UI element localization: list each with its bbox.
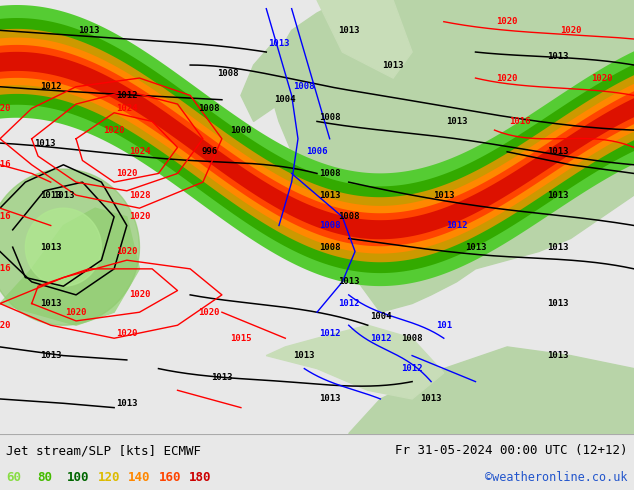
Polygon shape bbox=[349, 347, 634, 434]
Text: 140: 140 bbox=[128, 471, 150, 484]
Text: 1020: 1020 bbox=[103, 125, 125, 135]
Text: 1008: 1008 bbox=[319, 169, 340, 178]
Text: 1020: 1020 bbox=[129, 291, 150, 299]
Text: 1004: 1004 bbox=[275, 95, 296, 104]
Text: 1016: 1016 bbox=[509, 117, 531, 126]
Text: 1006: 1006 bbox=[306, 147, 328, 156]
Text: 1013: 1013 bbox=[420, 394, 442, 403]
Text: 1020: 1020 bbox=[116, 169, 138, 178]
Text: Jet stream/SLP [kts] ECMWF: Jet stream/SLP [kts] ECMWF bbox=[6, 444, 202, 457]
Text: 1024: 1024 bbox=[116, 104, 138, 113]
Text: 1020: 1020 bbox=[496, 17, 518, 26]
Text: 1008: 1008 bbox=[338, 212, 359, 221]
Text: 1013: 1013 bbox=[433, 191, 455, 199]
Text: 1013: 1013 bbox=[319, 394, 340, 403]
Text: 1008: 1008 bbox=[319, 113, 340, 122]
Text: 1013: 1013 bbox=[268, 39, 290, 48]
Text: 80: 80 bbox=[37, 471, 52, 484]
Text: 1013: 1013 bbox=[34, 139, 55, 147]
Text: 1008: 1008 bbox=[401, 334, 423, 343]
Text: 1020: 1020 bbox=[592, 74, 613, 82]
Text: 1013: 1013 bbox=[40, 191, 61, 199]
Text: 1013: 1013 bbox=[547, 243, 569, 252]
Text: 1020: 1020 bbox=[496, 74, 518, 82]
Text: 1008: 1008 bbox=[319, 243, 340, 252]
Text: 1016: 1016 bbox=[0, 160, 11, 169]
Text: 1016: 1016 bbox=[0, 265, 11, 273]
Text: 60: 60 bbox=[6, 471, 22, 484]
Text: 1020: 1020 bbox=[129, 212, 150, 221]
Text: 101: 101 bbox=[436, 321, 452, 330]
Text: 1013: 1013 bbox=[40, 351, 61, 360]
Text: 1008: 1008 bbox=[217, 69, 239, 78]
Text: 1020: 1020 bbox=[198, 308, 220, 317]
Text: 1004: 1004 bbox=[370, 312, 391, 321]
Text: 1012: 1012 bbox=[338, 299, 359, 308]
Text: 1013: 1013 bbox=[116, 399, 138, 408]
Text: Fr 31-05-2024 00:00 UTC (12+12): Fr 31-05-2024 00:00 UTC (12+12) bbox=[395, 444, 628, 457]
Text: 1013: 1013 bbox=[211, 373, 233, 382]
Text: 1012: 1012 bbox=[446, 221, 467, 230]
Text: 1000: 1000 bbox=[230, 125, 252, 135]
Polygon shape bbox=[266, 0, 634, 312]
Text: 1013: 1013 bbox=[338, 277, 359, 286]
Text: 1020: 1020 bbox=[116, 247, 138, 256]
Polygon shape bbox=[317, 0, 412, 78]
Text: 1012: 1012 bbox=[319, 329, 340, 339]
Polygon shape bbox=[0, 208, 139, 325]
Polygon shape bbox=[241, 44, 298, 122]
Text: 1013: 1013 bbox=[547, 147, 569, 156]
Text: 1012: 1012 bbox=[370, 334, 391, 343]
Text: 160: 160 bbox=[158, 471, 181, 484]
Text: 1013: 1013 bbox=[547, 299, 569, 308]
Text: 1012: 1012 bbox=[401, 364, 423, 373]
Text: 1024: 1024 bbox=[129, 147, 150, 156]
Text: 1013: 1013 bbox=[338, 26, 359, 35]
Text: 1016: 1016 bbox=[0, 212, 11, 221]
Text: 1013: 1013 bbox=[547, 52, 569, 61]
Text: 1015: 1015 bbox=[230, 334, 252, 343]
Text: 1008: 1008 bbox=[198, 104, 220, 113]
Text: 1013: 1013 bbox=[547, 351, 569, 360]
Text: 1013: 1013 bbox=[78, 26, 100, 35]
Text: 1013: 1013 bbox=[40, 243, 61, 252]
Text: 1028: 1028 bbox=[129, 191, 150, 199]
Text: 100: 100 bbox=[67, 471, 89, 484]
Text: 1013: 1013 bbox=[382, 61, 404, 70]
Text: 1020: 1020 bbox=[116, 329, 138, 339]
Text: 1013: 1013 bbox=[465, 243, 486, 252]
Text: 1013: 1013 bbox=[53, 191, 74, 199]
Text: 1013: 1013 bbox=[40, 299, 61, 308]
Text: 1020: 1020 bbox=[0, 321, 11, 330]
Text: 996: 996 bbox=[201, 147, 217, 156]
Polygon shape bbox=[266, 325, 444, 399]
Text: 1012: 1012 bbox=[40, 82, 61, 91]
Polygon shape bbox=[0, 169, 139, 325]
Text: 1013: 1013 bbox=[446, 117, 467, 126]
Text: 1013: 1013 bbox=[547, 191, 569, 199]
Text: 1020: 1020 bbox=[0, 104, 11, 113]
Text: 1008: 1008 bbox=[319, 221, 340, 230]
Text: 1012: 1012 bbox=[116, 91, 138, 100]
Polygon shape bbox=[25, 208, 101, 286]
Text: 120: 120 bbox=[98, 471, 120, 484]
Text: ©weatheronline.co.uk: ©weatheronline.co.uk bbox=[485, 471, 628, 484]
Text: 180: 180 bbox=[189, 471, 211, 484]
Text: 1013: 1013 bbox=[319, 191, 340, 199]
Text: 1020: 1020 bbox=[65, 308, 87, 317]
Text: 1020: 1020 bbox=[560, 26, 581, 35]
Text: 1013: 1013 bbox=[294, 351, 315, 360]
Text: 1008: 1008 bbox=[294, 82, 315, 91]
